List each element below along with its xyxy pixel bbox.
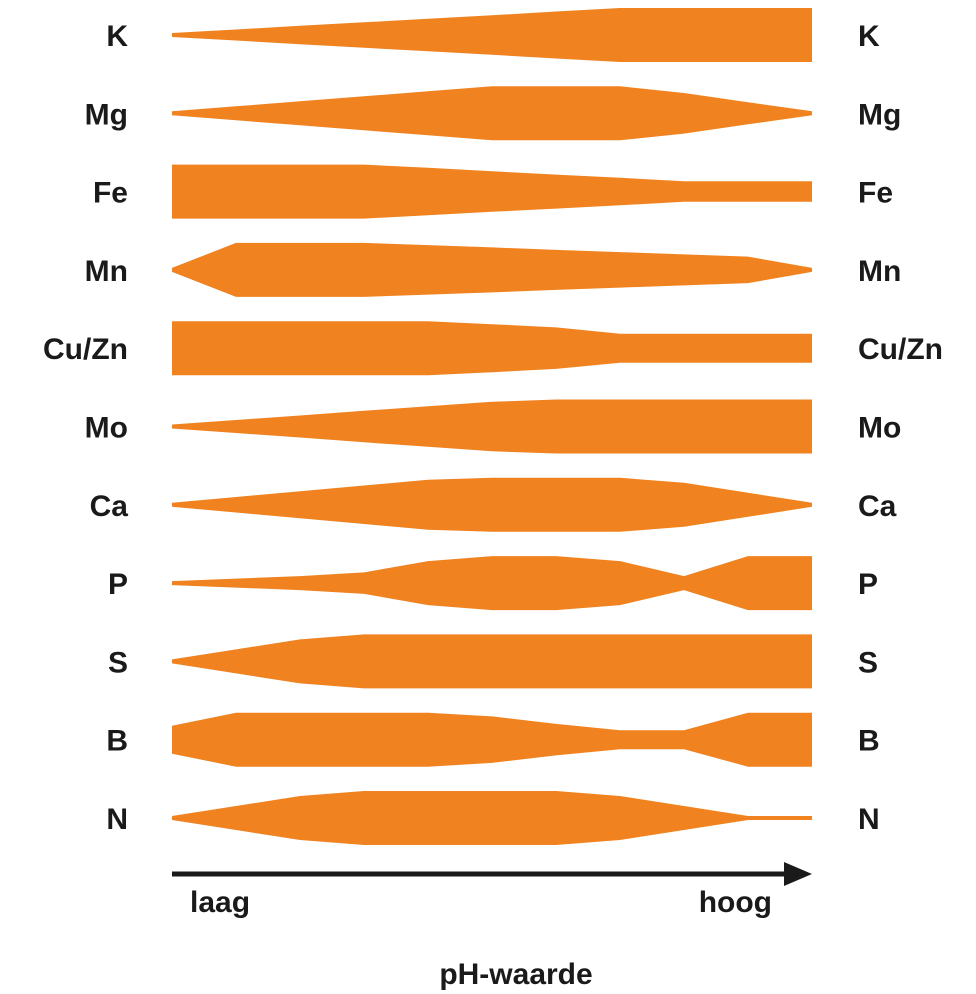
- label-left-s: S: [108, 646, 128, 679]
- label-right-mg: Mg: [858, 98, 901, 131]
- band-k: [172, 8, 812, 62]
- label-right-fe: Fe: [858, 177, 893, 210]
- label-left-b: B: [106, 725, 128, 758]
- axis-high-label: hoog: [699, 886, 772, 919]
- band-s: [172, 634, 812, 689]
- label-right-ca: Ca: [858, 490, 897, 523]
- band-mn: [172, 242, 812, 297]
- label-right-n: N: [858, 803, 880, 836]
- label-left-p: P: [108, 568, 128, 601]
- band-b: [172, 712, 812, 767]
- band-mo: [172, 399, 812, 454]
- band-mg: [172, 86, 812, 141]
- band-ca: [172, 477, 812, 532]
- label-right-cu-zn: Cu/Zn: [858, 333, 943, 366]
- label-left-mo: Mo: [85, 412, 128, 445]
- nutrient-bands: [172, 8, 812, 845]
- label-left-mn: Mn: [85, 255, 128, 288]
- label-left-ca: Ca: [90, 490, 129, 523]
- band-fe: [172, 164, 812, 219]
- nutrient-labels-left: K Mg Fe Mn Cu/Zn Mo Ca P S B N: [43, 20, 128, 836]
- label-left-mg: Mg: [85, 98, 128, 131]
- axis-low-label: laag: [190, 886, 250, 919]
- band-cu-zn: [172, 321, 812, 376]
- label-left-cu-zn: Cu/Zn: [43, 333, 128, 366]
- ph-axis: laag hoog pH-waarde: [172, 862, 812, 991]
- label-left-k: K: [106, 20, 128, 53]
- label-left-n: N: [106, 803, 128, 836]
- nutrient-labels-right: K Mg Fe Mn Cu/Zn Mo Ca P S B N: [858, 20, 943, 836]
- label-right-b: B: [858, 725, 880, 758]
- label-right-mo: Mo: [858, 412, 901, 445]
- x-axis-title: pH-waarde: [439, 958, 592, 991]
- axis-arrowhead-icon: [784, 862, 812, 886]
- label-left-fe: Fe: [93, 177, 128, 210]
- band-n: [172, 791, 812, 845]
- label-right-k: K: [858, 20, 880, 53]
- label-right-mn: Mn: [858, 255, 901, 288]
- label-right-p: P: [858, 568, 878, 601]
- band-p: [172, 556, 812, 611]
- label-right-s: S: [858, 646, 878, 679]
